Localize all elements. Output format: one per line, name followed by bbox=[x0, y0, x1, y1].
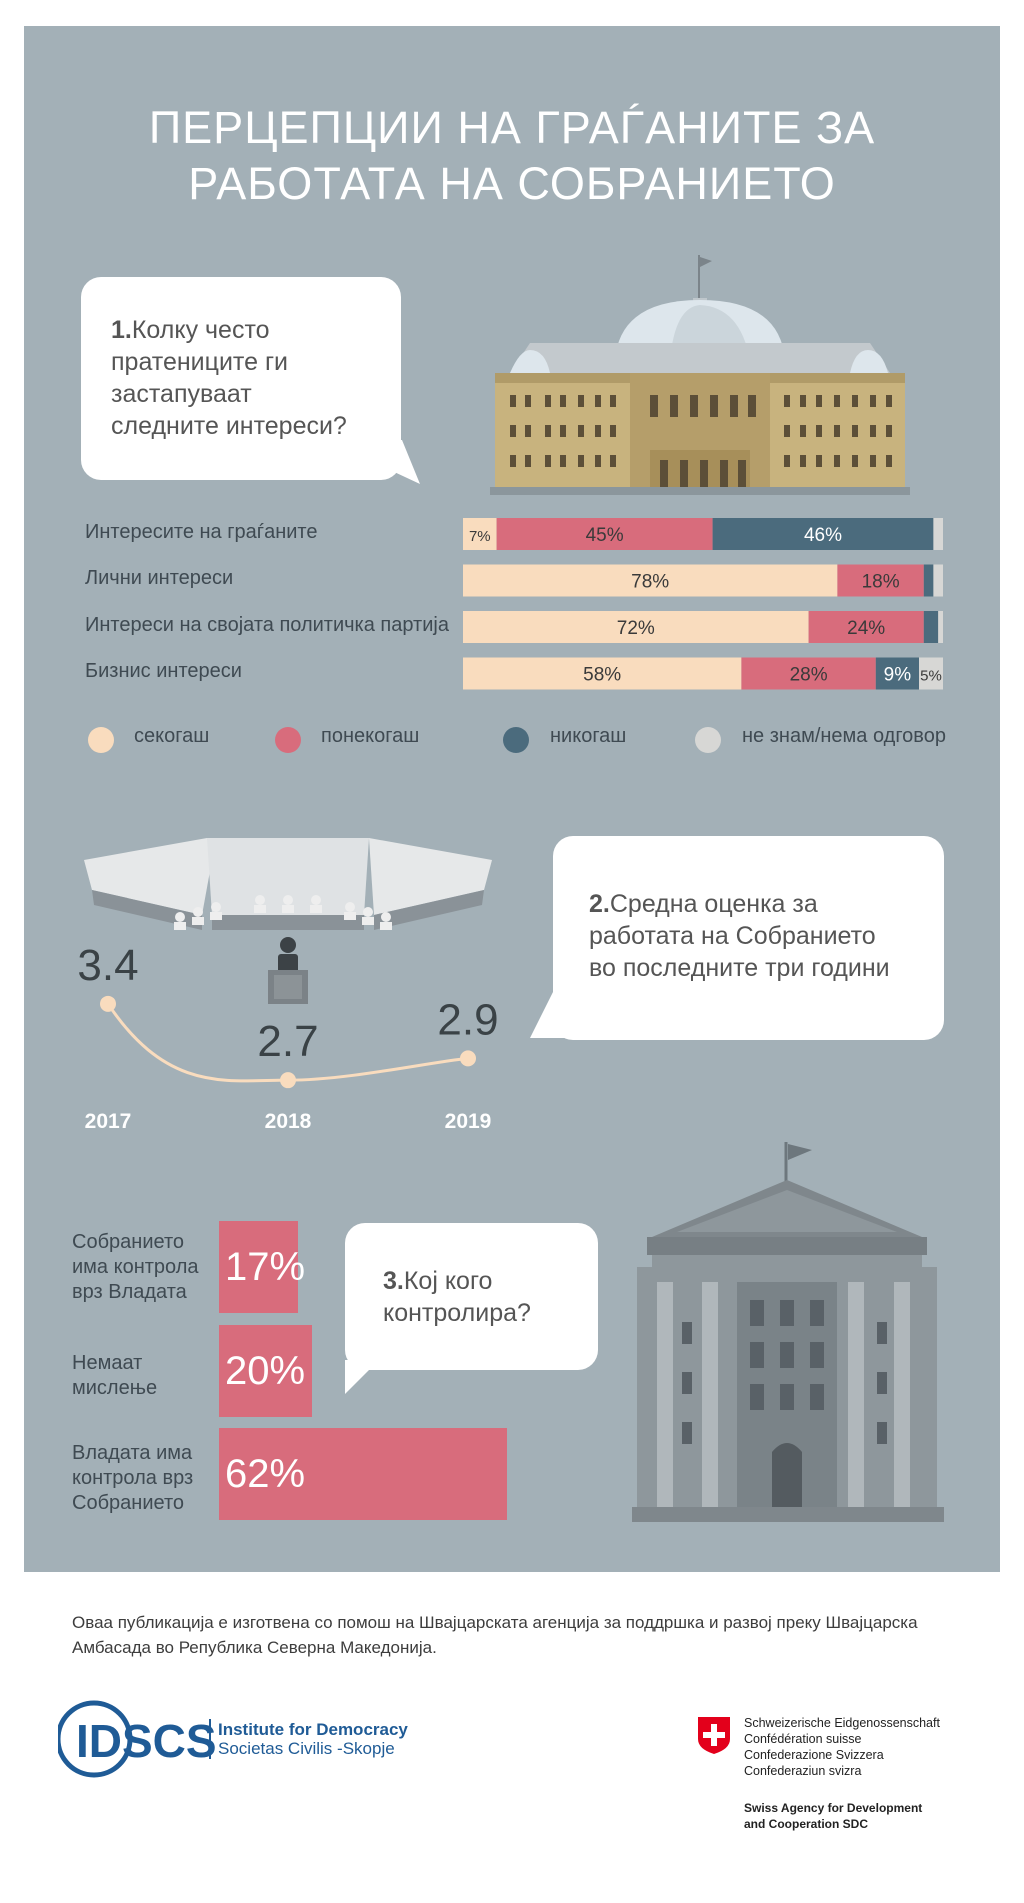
idscs-subtitle: Societas Civilis -Skopje bbox=[218, 1739, 395, 1758]
bar-segment bbox=[875, 657, 919, 690]
row-label: Бизнис интереси bbox=[85, 660, 242, 682]
data-point bbox=[100, 995, 116, 1012]
building-windows bbox=[682, 1300, 887, 1444]
question-2-line: во последните три години bbox=[589, 954, 890, 982]
bubble-tail bbox=[345, 1360, 379, 1394]
bubble-tail bbox=[390, 440, 420, 484]
question-2-number: 2. bbox=[589, 890, 610, 918]
swiss-cross-icon bbox=[698, 1717, 730, 1754]
data-point bbox=[460, 1050, 476, 1067]
bar-value-label: 5% bbox=[920, 668, 942, 685]
question-3-bubble: 3.Кој кого контролира? bbox=[345, 1223, 598, 1370]
data-value-label: 2.9 bbox=[437, 995, 498, 1044]
question-2-line: работата на Собранието bbox=[589, 922, 876, 950]
question-2-bubble: 2.Средна оценка за работата на Собраниет… bbox=[553, 836, 944, 1040]
legend-label: никогаш bbox=[550, 725, 627, 747]
bar-segment bbox=[741, 657, 876, 690]
bar-value-label: 28% bbox=[790, 665, 828, 686]
question-1-line: застапуваат bbox=[111, 380, 252, 408]
bar-value-label: 9% bbox=[884, 665, 912, 686]
bar-segment bbox=[463, 611, 809, 643]
q3-bar: 20% bbox=[219, 1325, 312, 1417]
bar-value-label: 78% bbox=[631, 572, 669, 593]
x-tick-label: 2017 bbox=[85, 1110, 132, 1133]
seated-figures bbox=[174, 895, 392, 930]
question-3-line: 3.Кој кого bbox=[383, 1267, 493, 1295]
legend-label: секогаш bbox=[134, 725, 210, 747]
bar-value-label: 24% bbox=[847, 618, 885, 639]
q3-label: Собранието има контрола врз Владата bbox=[72, 1231, 199, 1303]
legend-dot-always bbox=[88, 727, 114, 753]
sdc-name: Swiss Agency for Development and Coopera… bbox=[744, 1801, 923, 1831]
page-title: ПЕРЦЕПЦИИ НА ГРАЃАНИТЕ ЗА РАБОТАТА НА СО… bbox=[0, 100, 1024, 212]
bar-segment bbox=[923, 564, 934, 597]
bar-segment bbox=[919, 657, 943, 690]
idscs-name: Institute for Democracy bbox=[218, 1720, 408, 1739]
question-2-line: 2.Средна оценка за bbox=[589, 890, 818, 918]
bar-value-label: 45% bbox=[586, 525, 624, 546]
row-label: Интересите на граѓаните bbox=[85, 521, 318, 543]
government-building-icon bbox=[632, 1142, 944, 1522]
bar-segment bbox=[496, 518, 713, 550]
bar-segment bbox=[933, 518, 943, 550]
bar-value-label: 7% bbox=[469, 528, 491, 545]
idscs-logo: IDSCS Institute for Democracy Societas C… bbox=[55, 1697, 408, 1787]
swiss-names: Schweizerische Eidgenossenschaft Confédé… bbox=[744, 1716, 940, 1778]
bar-value-label: 72% bbox=[617, 618, 655, 639]
data-value-label: 2.7 bbox=[257, 1017, 318, 1066]
q3-label: Немаат мислење bbox=[72, 1352, 158, 1399]
line-chart: 3.4 2017 2.7 2018 2.9 2019 bbox=[77, 941, 498, 1133]
title-line-2: РАБОТАТА НА СОБРАНИЕТО bbox=[188, 158, 836, 209]
data-point bbox=[280, 1072, 296, 1089]
bar-segment bbox=[463, 518, 497, 550]
question-1-number: 1. bbox=[111, 316, 132, 344]
x-tick-label: 2019 bbox=[445, 1110, 492, 1133]
question-3-number: 3. bbox=[383, 1267, 404, 1295]
q3-bar: 62% bbox=[219, 1428, 507, 1520]
bar-segment bbox=[837, 564, 924, 597]
footer-note: Оваа публикација е изготвена со помош на… bbox=[72, 1613, 918, 1657]
bar-segment bbox=[463, 657, 742, 690]
q3-label: Владата има контрола врз Собранието bbox=[72, 1442, 194, 1514]
legend-dot-sometimes bbox=[275, 727, 301, 753]
x-tick-label: 2018 bbox=[265, 1110, 312, 1133]
idscs-wordmark: IDSCS bbox=[76, 1715, 217, 1767]
building-windows bbox=[510, 395, 892, 488]
question-1-line: пратениците ги bbox=[111, 348, 289, 376]
bar-segment bbox=[923, 611, 939, 643]
bar-segment bbox=[808, 611, 924, 643]
question-3-line: контролира? bbox=[383, 1299, 531, 1327]
parliament-building-icon bbox=[490, 255, 910, 495]
assembly-hall-icon bbox=[84, 838, 492, 1004]
legend-label: не знам/нема одговор bbox=[742, 725, 946, 747]
stacked-bar-chart: 7% 45% 46% 78% 18% 72% 24% 58% 28% 9% 5% bbox=[463, 518, 943, 690]
bar-segment bbox=[938, 611, 943, 643]
question-1-line: следните интереси? bbox=[111, 412, 347, 440]
bar-segment bbox=[933, 564, 943, 597]
legend-dot-dontknow bbox=[695, 727, 721, 753]
q3-bar: 17% bbox=[219, 1221, 305, 1313]
data-value-label: 3.4 bbox=[77, 941, 138, 990]
legend-label: понекогаш bbox=[321, 725, 420, 747]
title-line-1: ПЕРЦЕПЦИИ НА ГРАЃАНИТЕ ЗА bbox=[148, 102, 876, 153]
question-1-line: 1.Колку често bbox=[111, 316, 270, 344]
bar-segment bbox=[463, 564, 838, 597]
bar-segment bbox=[712, 518, 934, 550]
bar-value-label: 18% bbox=[862, 572, 900, 593]
legend-dot-never bbox=[503, 727, 529, 753]
bar-value-label: 46% bbox=[804, 525, 842, 546]
building-columns bbox=[657, 1282, 910, 1507]
row-label: Лични интереси bbox=[85, 567, 234, 589]
bar-value-label: 58% bbox=[583, 665, 621, 686]
question-1-bubble: 1.Колку често пратениците ги застапуваат… bbox=[81, 277, 401, 480]
bubble-tail bbox=[530, 990, 570, 1038]
row-label: Интереси на својата политичка партија bbox=[85, 614, 449, 636]
